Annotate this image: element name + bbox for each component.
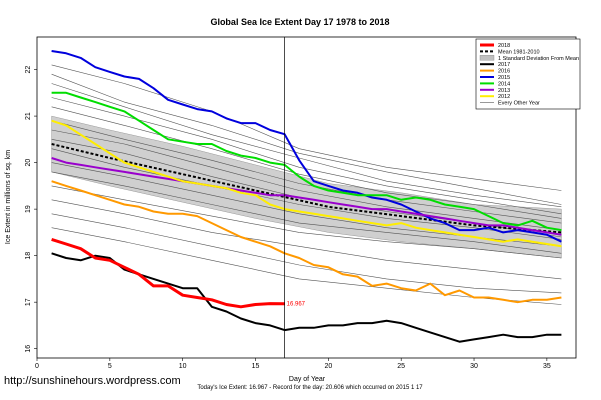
series-line-2012	[51, 119, 562, 248]
legend-label: Every Other Year	[498, 101, 540, 107]
x-axis-label: Day of Year	[289, 376, 326, 383]
every-other-year-line	[51, 120, 562, 224]
series-line-2016	[51, 180, 562, 304]
every-other-year-line	[51, 148, 562, 240]
every-other-year-line	[51, 185, 562, 259]
y-tick-label: 22	[25, 66, 32, 74]
end-value-label: 16.967	[287, 302, 306, 308]
every-other-year-line	[51, 64, 562, 191]
y-axis-label: Ice Extent in millions of sq. km	[5, 150, 12, 244]
background-series-layer	[51, 64, 562, 305]
x-tick-label: 30	[470, 363, 478, 370]
every-other-year-line	[51, 171, 562, 254]
x-tick-label: 15	[252, 363, 260, 370]
x-tick-label: 0	[35, 363, 39, 370]
every-other-year-line	[51, 213, 562, 294]
y-axis-ticks: 16 17 18 19 20 21 22	[25, 66, 37, 353]
legend-label: 2014	[498, 81, 510, 87]
legend-label: 2012	[498, 94, 510, 100]
y-tick-label: 17	[25, 298, 32, 306]
y-tick-label: 19	[25, 205, 32, 213]
legend-label: Mean 1981-2010	[498, 49, 540, 55]
every-other-year-line	[51, 106, 562, 219]
legend-swatch	[479, 55, 495, 61]
series-line-2018	[51, 237, 285, 309]
series-line-2014	[51, 91, 562, 232]
legend-label: 1 Standard Deviation From Mean	[498, 56, 579, 62]
x-tick-label: 35	[543, 363, 551, 370]
chart-subtitle: Today's Ice Extent: 16.967 - Record for …	[197, 385, 423, 391]
legend-label: 2017	[498, 62, 510, 68]
x-tick-label: 25	[397, 363, 405, 370]
x-axis-ticks: 0 5 10 15 20 25 30 35	[35, 358, 551, 370]
legend-label: 2013	[498, 88, 510, 94]
y-tick-label: 18	[25, 252, 32, 260]
x-tick-label: 5	[108, 363, 112, 370]
every-other-year-line	[51, 83, 562, 208]
every-other-year-line	[51, 97, 562, 215]
std-deviation-band	[51, 115, 562, 259]
legend-label: 2016	[498, 69, 510, 75]
plot-frame	[36, 36, 577, 359]
series-line-2015	[51, 50, 562, 243]
every-other-year-line	[51, 129, 562, 231]
legend-label: 2015	[498, 75, 510, 81]
x-tick-label: 10	[179, 363, 187, 370]
y-tick-label: 20	[25, 159, 32, 167]
series-line-2013	[51, 157, 562, 236]
every-other-year-line	[51, 73, 562, 205]
watermark-url: http://sunshinehours.wordpress.com	[4, 375, 181, 387]
std-band-layer	[51, 115, 562, 259]
legend-label: 2018	[498, 43, 510, 49]
every-other-year-line	[51, 199, 562, 280]
series-layer	[51, 50, 562, 343]
chart-title: Global Sea Ice Extent Day 17 1978 to 201…	[210, 17, 389, 27]
y-tick-label: 16	[25, 345, 32, 353]
y-tick-label: 21	[25, 112, 32, 120]
legend-box	[475, 38, 581, 110]
x-tick-label: 20	[324, 363, 332, 370]
